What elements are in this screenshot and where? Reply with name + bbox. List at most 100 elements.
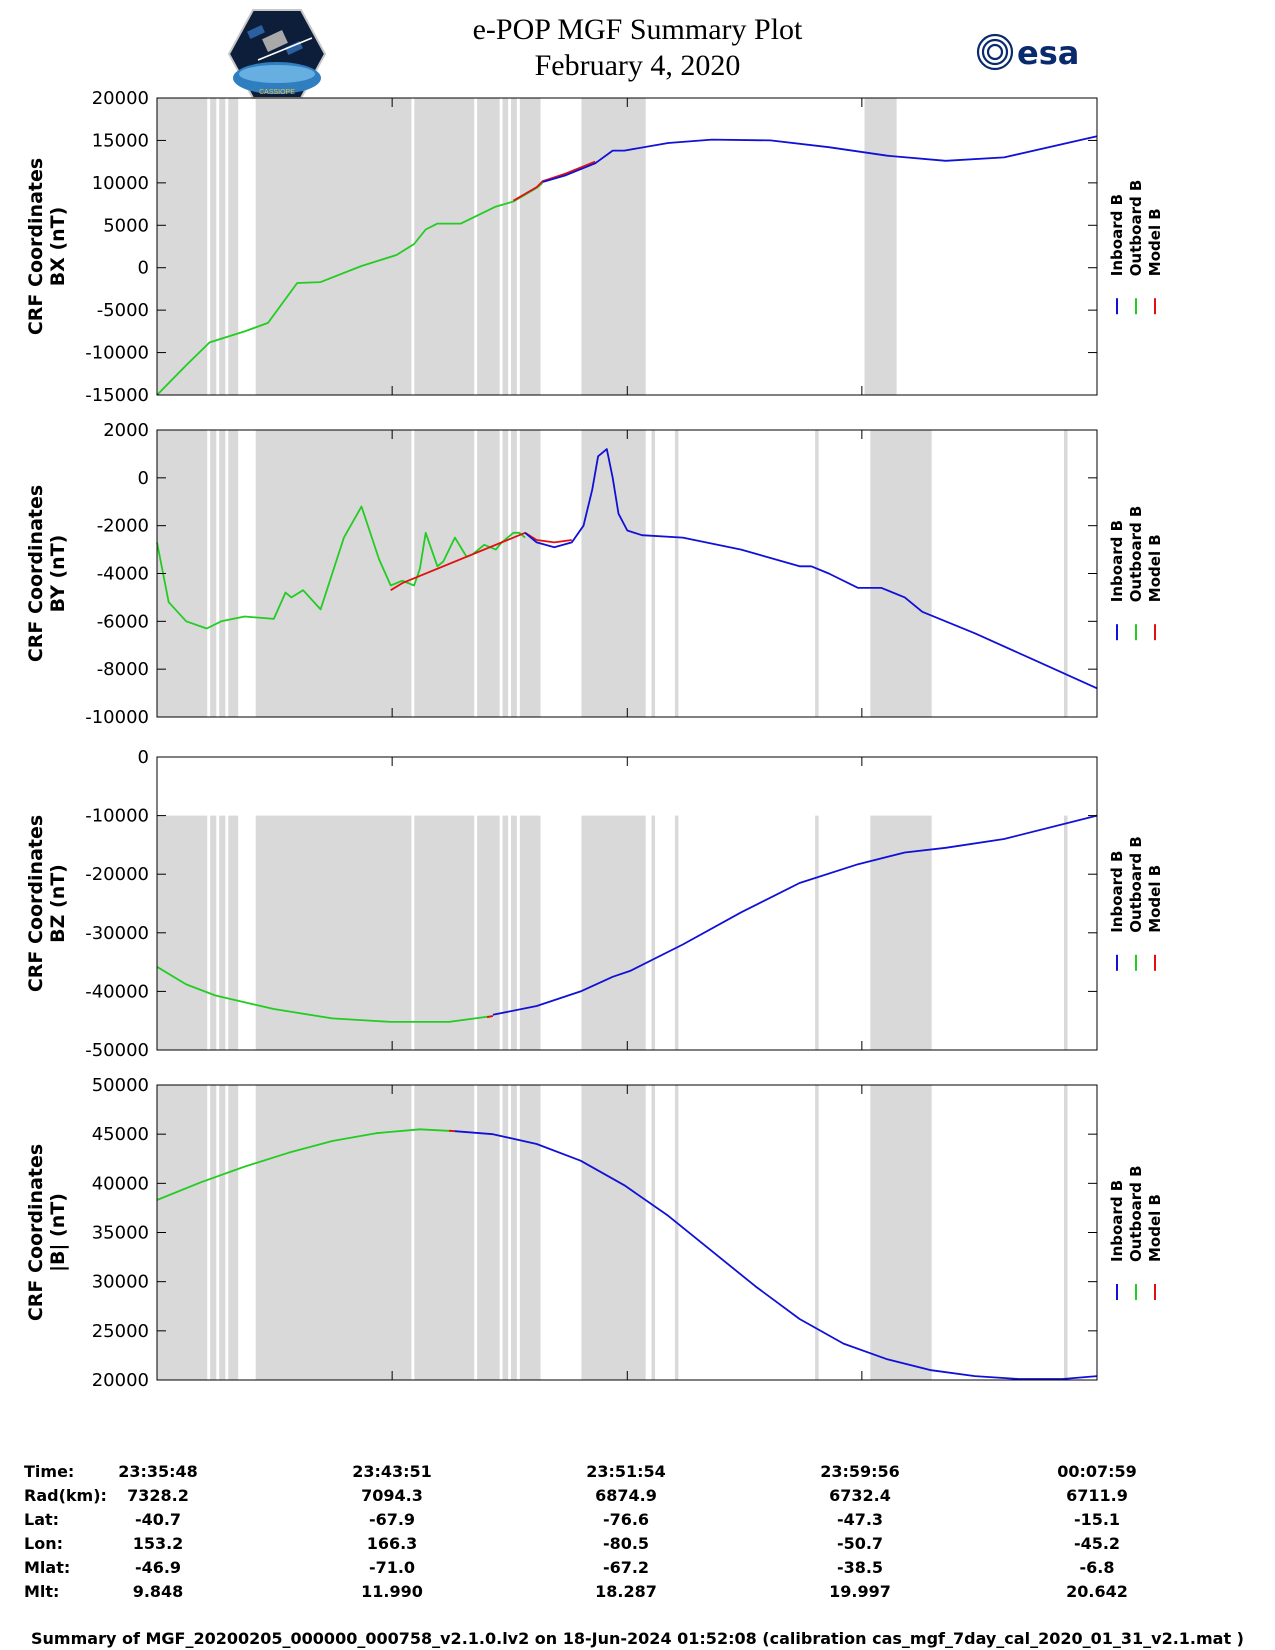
- series-line-model-b: [390, 531, 572, 591]
- by-chart: -10000 -8000 -6000 -4000 -2000 0 2000 CRF Coord…: [25, 420, 1164, 728]
- y-tick-label: 20000: [92, 1370, 149, 1391]
- y-tick-label: 30000: [92, 1272, 149, 1293]
- ephemeris-value: -67.2: [602, 1558, 650, 1577]
- data-gap-band: [651, 430, 656, 717]
- data-gap-band: [651, 1085, 656, 1380]
- data-gap-band: [815, 1085, 819, 1380]
- ephemeris-row: Mlat: -46.9 -71.0 -67.2 -38.5 -6.8: [0, 1558, 1275, 1582]
- legend-label: Inboard B: [1108, 851, 1126, 933]
- y-tick-label: 50000: [92, 1075, 149, 1096]
- data-gap-band: [414, 1085, 475, 1380]
- y-tick-label: -40000: [85, 981, 149, 1002]
- series-line-outboard-b: [156, 505, 526, 630]
- y-axis-label: CRF CoordinatesBZ (nT): [25, 815, 69, 992]
- bx-chart: -15000 -10000 -5000 0 5000 10000 15000 20000 CRF…: [25, 88, 1164, 406]
- ephemeris-value: 11.990: [361, 1582, 423, 1601]
- ephemeris-value: -38.5: [836, 1558, 884, 1577]
- ephemeris-value: -46.9: [134, 1558, 182, 1577]
- ephemeris-value: 23:59:56: [820, 1462, 900, 1481]
- y-tick-label: 25000: [92, 1321, 149, 1342]
- legend-label: Inboard B: [1108, 520, 1126, 602]
- y-axis-label-line: CRF Coordinates: [25, 485, 47, 662]
- data-gap-band: [477, 430, 500, 717]
- plot-title: e-POP MGF Summary Plot: [472, 13, 803, 46]
- mission-logo: CASSIOPE: [228, 9, 326, 99]
- y-axis-label-line: BZ (nT): [47, 864, 69, 943]
- ephemeris-value: 00:07:59: [1057, 1462, 1137, 1481]
- data-gap-band: [255, 1085, 412, 1380]
- y-tick-label: 45000: [92, 1124, 149, 1145]
- y-tick-label: 15000: [92, 130, 149, 151]
- data-gap-band: [414, 815, 475, 1050]
- data-gap-band: [1063, 430, 1068, 717]
- y-tick-label: 5000: [103, 215, 149, 236]
- legend-label: Inboard B: [1108, 1180, 1126, 1262]
- legend-label: Model B: [1146, 1194, 1164, 1262]
- y-axis-label-line: CRF Coordinates: [25, 1144, 47, 1321]
- data-gap-band: [864, 98, 897, 395]
- charts-svg: -15000-10000-500005000100001500020000CRF…: [25, 88, 1164, 1391]
- ephemeris-value: 6711.9: [1066, 1486, 1128, 1505]
- data-gap-band: [210, 98, 217, 395]
- legend-label: Outboard B: [1127, 836, 1145, 933]
- y-tick-label: -20000: [85, 864, 149, 885]
- ephemeris-value: 7094.3: [361, 1486, 423, 1505]
- ephemeris-value: 9.848: [132, 1582, 184, 1601]
- esa-logo-text: esa: [1017, 34, 1079, 72]
- legend-label: Model B: [1146, 208, 1164, 276]
- y-tick-label: 10000: [92, 173, 149, 194]
- ephemeris-table: Time: 23:35:48 23:43:51 23:51:54 23:59:56 00:…: [0, 1462, 1275, 1622]
- mission-logo-text: CASSIOPE: [259, 89, 295, 96]
- data-gap-band: [255, 98, 412, 395]
- y-tick-label: 20000: [92, 88, 149, 109]
- data-gap-band: [502, 1085, 509, 1380]
- data-gap-band: [219, 1085, 226, 1380]
- legend-label: Outboard B: [1127, 1165, 1145, 1262]
- y-tick-label: -30000: [85, 923, 149, 944]
- y-axis-label-line: CRF Coordinates: [25, 815, 47, 992]
- ephemeris-value: 18.287: [595, 1582, 657, 1601]
- data-gap-band: [228, 430, 239, 717]
- data-gap-band: [502, 815, 509, 1050]
- ephemeris-value: -71.0: [368, 1558, 416, 1577]
- ephemeris-row-label: Mlt:: [24, 1582, 60, 1601]
- y-axis-label: CRF CoordinatesBX (nT): [25, 158, 69, 335]
- data-gap-band: [511, 815, 517, 1050]
- legend-label: Inboard B: [1108, 194, 1126, 276]
- data-gap-band: [477, 1085, 500, 1380]
- y-tick-label: -15000: [85, 385, 149, 406]
- series-line-inboard-b: [454, 1130, 1098, 1380]
- y-tick-label: 35000: [92, 1223, 149, 1244]
- data-gap-band: [1063, 815, 1068, 1050]
- ephemeris-value: -40.7: [134, 1510, 182, 1529]
- series-line-inboard-b: [492, 814, 1098, 1016]
- data-gap-band: [651, 815, 656, 1050]
- data-gap-band: [477, 815, 500, 1050]
- legend-label: Model B: [1146, 534, 1164, 602]
- y-axis-label-line: CRF Coordinates: [25, 158, 47, 335]
- y-axis-label-line: BX (nT): [47, 207, 69, 287]
- series-line-inboard-b: [524, 448, 1098, 690]
- data-gap-band: [414, 98, 475, 395]
- ephemeris-row: Lon: 153.2 166.3 -80.5 -50.7 -45.2: [0, 1534, 1275, 1558]
- legend-label: Outboard B: [1127, 180, 1145, 277]
- y-tick-label: 0: [138, 747, 149, 768]
- footer-summary: Summary of MGF_20200205_000000_000758_v2…: [31, 1629, 1244, 1648]
- ephemeris-value: -67.9: [368, 1510, 416, 1529]
- data-gap-band: [519, 98, 541, 395]
- y-axis-label: CRF CoordinatesBY (nT): [25, 485, 69, 662]
- data-gap-band: [674, 430, 679, 717]
- y-tick-label: 2000: [103, 420, 149, 441]
- series-line-outboard-b: [156, 182, 544, 396]
- data-gap-band: [219, 815, 226, 1050]
- ephemeris-value: 153.2: [132, 1534, 184, 1553]
- plot-date: February 4, 2020: [534, 49, 741, 82]
- ephemeris-value: 23:43:51: [352, 1462, 432, 1481]
- data-gap-band: [210, 815, 217, 1050]
- ephemeris-value: 166.3: [366, 1534, 418, 1553]
- bz-chart: -50000 -40000 -30000 -20000 -10000 0 CRF Coord…: [25, 747, 1164, 1061]
- bmag-chart: 20000 25000 30000 35000 40000 45000 50000 CRF C…: [25, 1075, 1164, 1391]
- data-gap-band: [228, 815, 239, 1050]
- ephemeris-value: 19.997: [829, 1582, 891, 1601]
- data-gap-band: [502, 430, 509, 717]
